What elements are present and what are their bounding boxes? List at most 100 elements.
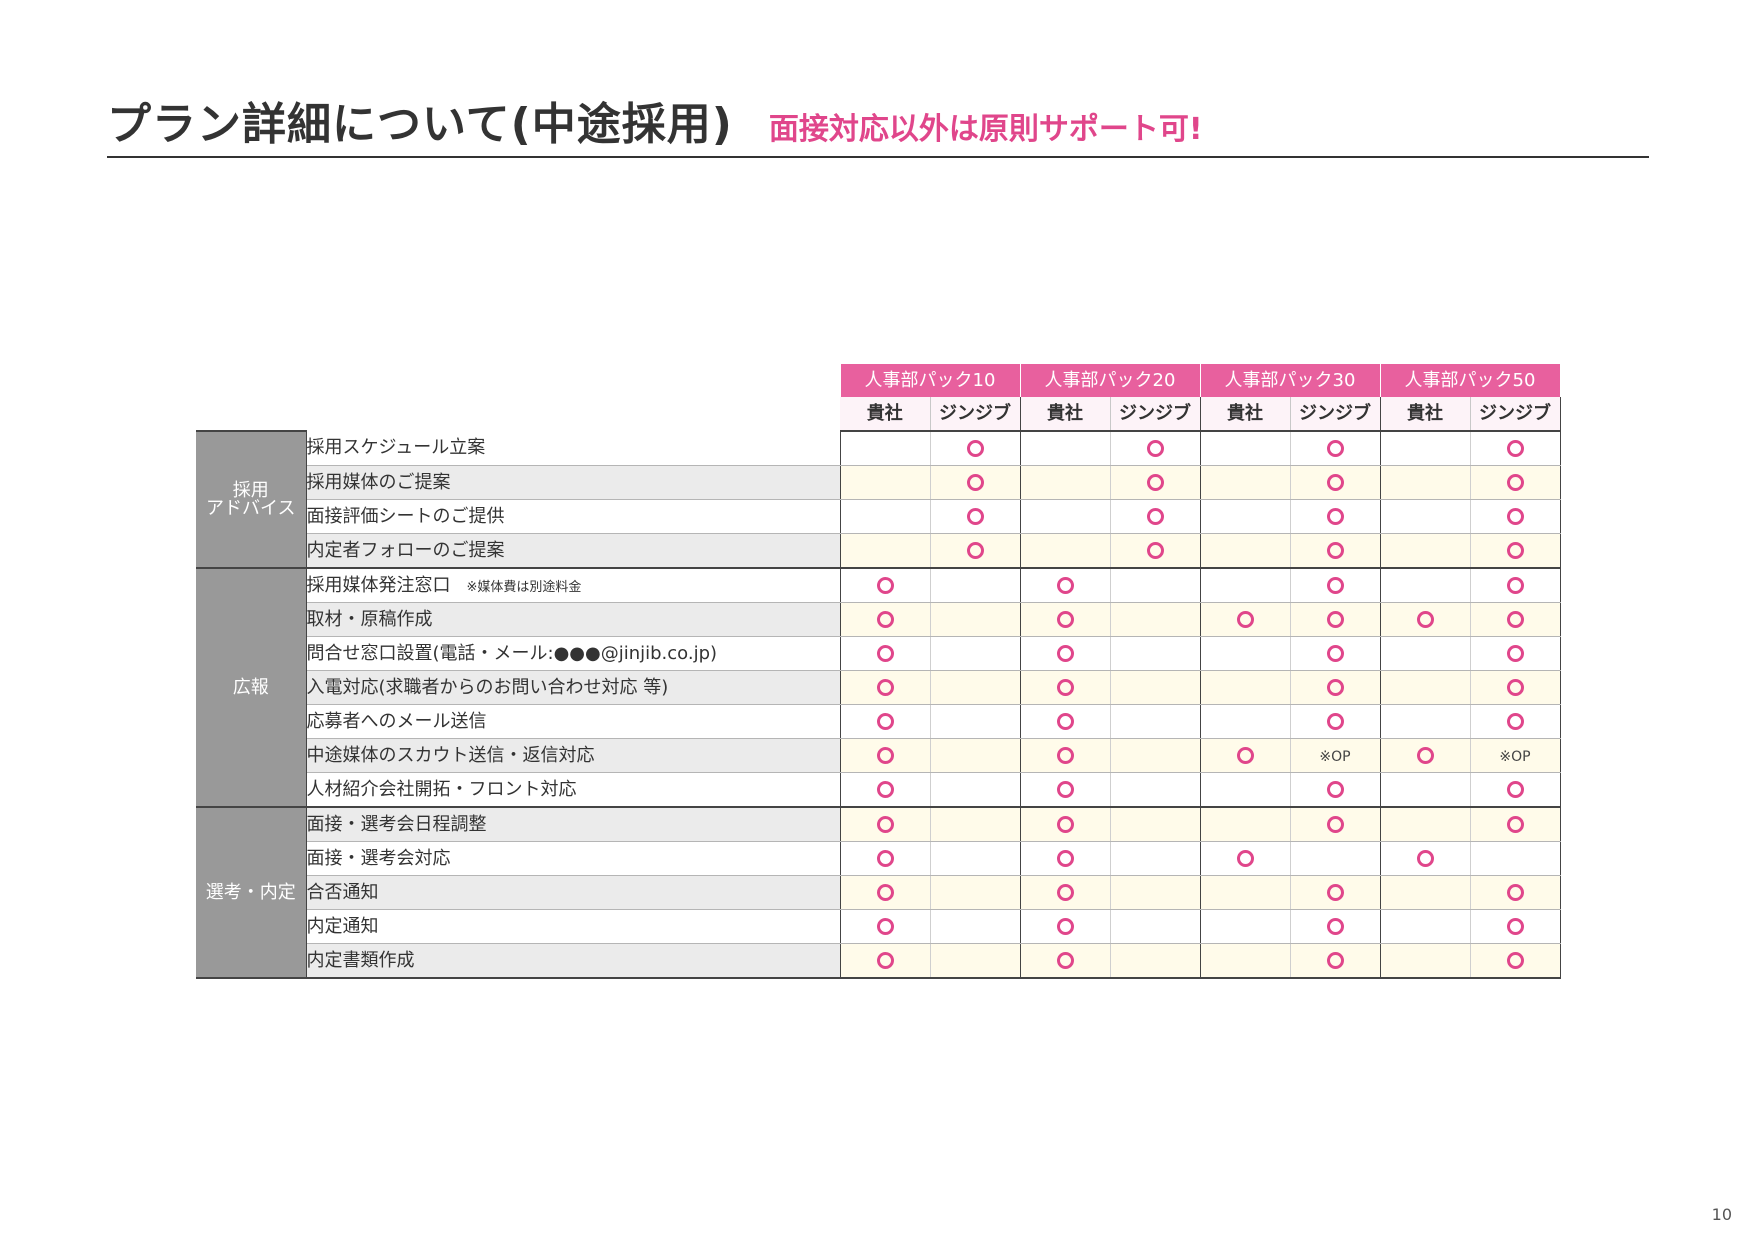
support-cell [840,807,931,842]
table-row: 採用 アドバイス 採用スケジュール立案 [196,430,1561,569]
circle-mark-icon [1056,952,1074,969]
support-cell [1470,670,1561,705]
support-cell [1200,533,1291,569]
table-row: 面接評価シートのご提供 [196,499,1561,534]
item-label: 採用スケジュール立案 [306,431,841,466]
support-cell [1470,533,1561,569]
support-cell [1110,431,1201,466]
circle-mark-icon [1056,781,1074,798]
support-cell [1110,738,1201,773]
support-cell [1020,670,1111,705]
support-cell [1110,568,1201,603]
support-cell [1380,841,1471,876]
support-cell [930,841,1021,876]
support-cell [1110,841,1201,876]
circle-mark-icon [1056,577,1074,594]
party-header-jinjib: ジンジブ [1290,397,1381,432]
page-header: プラン詳細について(中途採用) 面接対応以外は原則サポート可! [107,88,1203,152]
support-cell [1200,772,1291,808]
support-cell [1470,568,1561,603]
support-cell [1110,670,1201,705]
support-cell [1290,499,1381,534]
support-cell [1470,875,1561,910]
item-label: 採用媒体発注窓口 ※媒体費は別途料金 [306,568,841,603]
support-cell [1020,807,1111,842]
circle-mark-icon [1146,542,1164,559]
party-header-client: 貴社 [1200,397,1291,432]
support-cell [930,772,1021,808]
support-cell [1110,704,1201,739]
support-cell [1380,943,1471,979]
support-cell [1380,670,1471,705]
circle-mark-icon [1506,816,1524,833]
support-cell [1290,431,1381,466]
circle-mark-icon [1056,850,1074,867]
support-cell [1110,943,1201,979]
support-cell [930,738,1021,773]
circle-mark-icon [1326,508,1344,525]
support-cell [930,875,1021,910]
pack-header: 人事部パック20 [1019,364,1201,397]
category-cell: 選考・内定 [196,806,307,979]
circle-mark-icon [1326,611,1344,628]
circle-mark-icon [1506,645,1524,662]
support-cell [1290,568,1381,603]
circle-mark-icon [1056,713,1074,730]
support-cell [1020,499,1111,534]
support-cell [1020,841,1111,876]
circle-mark-icon [1506,577,1524,594]
circle-mark-icon [876,816,894,833]
support-cell [1470,909,1561,944]
circle-mark-icon [1326,884,1344,901]
plan-table: 人事部パック10 人事部パック20 人事部パック30 人事部パック50 貴社 ジ… [196,364,1561,979]
circle-mark-icon [876,747,894,764]
circle-mark-icon [1506,781,1524,798]
circle-mark-icon [966,508,984,525]
party-header-client: 貴社 [1020,397,1111,432]
support-cell [1290,875,1381,910]
support-cell [1200,704,1291,739]
support-cell [1200,670,1291,705]
support-cell [930,704,1021,739]
support-cell [1200,738,1291,773]
support-cell [1110,533,1201,569]
circle-mark-icon [1056,611,1074,628]
circle-mark-icon [1236,747,1254,764]
item-note: ※媒体費は別途料金 [466,579,582,595]
circle-mark-icon [876,952,894,969]
support-cell [1470,465,1561,500]
support-cell [840,533,931,569]
circle-mark-icon [1326,645,1344,662]
support-cell [840,909,931,944]
plan-table-body: 採用 アドバイス 採用スケジュール立案 採用媒体のご提案 面接評価シートのご提供 内定者フ… [196,430,1561,979]
support-cell [1020,704,1111,739]
support-cell [1200,568,1291,603]
circle-mark-icon [876,679,894,696]
circle-mark-icon [1506,918,1524,935]
support-cell [1200,636,1291,671]
support-cell [1380,909,1471,944]
party-header-jinjib: ジンジブ [1470,397,1561,432]
circle-mark-icon [1056,884,1074,901]
page-subtitle: 面接対応以外は原則サポート可! [768,112,1203,147]
support-cell [840,670,931,705]
pack-header-row: 人事部パック10 人事部パック20 人事部パック30 人事部パック50 [196,364,1561,397]
support-cell [1380,738,1471,773]
support-cell [840,431,931,466]
circle-mark-icon [876,645,894,662]
circle-mark-icon [1236,611,1254,628]
support-cell [930,431,1021,466]
support-cell [1110,499,1201,534]
circle-mark-icon [1506,952,1524,969]
circle-mark-icon [1326,918,1344,935]
support-cell [1380,568,1471,603]
pack-header: 人事部パック50 [1379,364,1561,397]
circle-mark-icon [876,781,894,798]
support-cell [1020,875,1111,910]
table-row: 内定者フォローのご提案 [196,533,1561,569]
category-cell: 広報 [196,567,307,808]
circle-mark-icon [1056,747,1074,764]
support-cell [1470,431,1561,466]
support-cell [1110,465,1201,500]
pack-header: 人事部パック30 [1199,364,1381,397]
